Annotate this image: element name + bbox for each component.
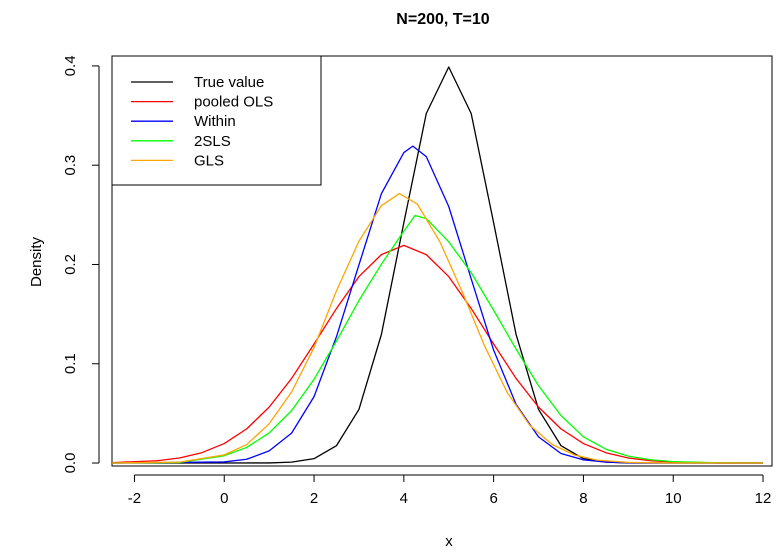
legend-label: True value	[194, 74, 264, 91]
x-axis: -2 0 2 4 6 8 10 12	[128, 474, 772, 507]
y-tick-label: 0.1	[62, 353, 79, 374]
x-tick-label: 6	[489, 490, 497, 507]
series-line-3	[111, 214, 764, 464]
series-line-1	[111, 244, 764, 464]
x-tick-label: 2	[310, 490, 318, 507]
legend-label: GLS	[194, 152, 224, 169]
x-tick-label: 8	[579, 490, 587, 507]
x-tick-label: -2	[128, 490, 141, 507]
y-tick-label: 0.2	[62, 254, 79, 275]
x-tick-label: 10	[665, 490, 682, 507]
legend-label: 2SLS	[194, 133, 231, 150]
series-line-2	[111, 145, 764, 464]
y-axis-title: Density	[28, 236, 45, 287]
y-tick-label: 0.3	[62, 155, 79, 176]
x-tick-label: 12	[755, 490, 772, 507]
legend-label: Within	[194, 113, 236, 130]
legend-box	[111, 55, 322, 186]
plot-frame	[111, 55, 773, 467]
y-tick-label: 0.4	[62, 55, 79, 76]
series-layer	[111, 66, 764, 464]
x-tick-label: 0	[220, 490, 228, 507]
x-tick-label: 4	[400, 490, 408, 507]
y-axis: 0.0 0.1 0.2 0.3 0.4	[62, 55, 100, 474]
chart-title: N=200, T=10	[396, 11, 490, 28]
y-tick-label: 0.0	[62, 453, 79, 474]
legend: True value pooled OLS Within 2SLS GLS	[111, 55, 322, 186]
x-axis-title: x	[445, 533, 453, 550]
series-line-4	[111, 192, 764, 464]
legend-label: pooled OLS	[194, 94, 273, 111]
